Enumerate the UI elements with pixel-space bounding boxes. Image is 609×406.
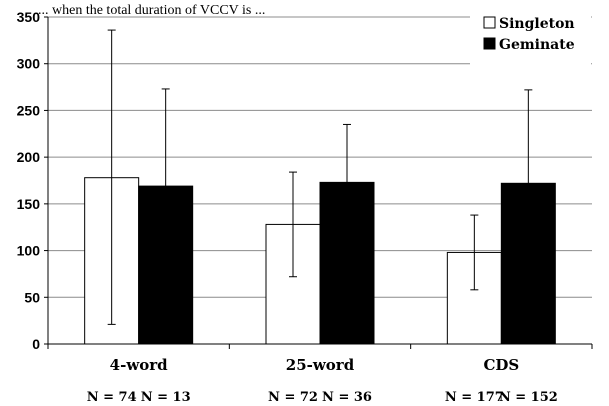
- n-label: N = 74: [87, 390, 137, 405]
- y-tick-label: 50: [24, 289, 40, 305]
- bars: [84, 177, 556, 345]
- n-label: N = 13: [141, 390, 191, 405]
- legend-swatch-singleton: [483, 16, 496, 29]
- y-tick-label: 100: [17, 243, 41, 259]
- n-label: N = 177: [445, 390, 504, 405]
- legend-label-singleton: Singleton: [499, 16, 575, 32]
- category-label: 4-word: [110, 356, 168, 374]
- caption-fragment: ... when the total duration of VCCV is .…: [38, 3, 265, 18]
- bar-geminate-4-word: [138, 185, 194, 345]
- category-label: CDS: [483, 356, 519, 374]
- labels: 0 50 100 150 200 250 300 350 N = 74 N = 13 4-word N…: [17, 9, 558, 405]
- category-label: 25-word: [286, 356, 355, 374]
- y-tick-label: 150: [17, 196, 41, 212]
- error-bars: [107, 29, 533, 325]
- bar-geminate-cds: [500, 182, 556, 345]
- legend-swatch-geminate: [483, 37, 496, 50]
- y-tick-label: 350: [17, 9, 41, 25]
- legend-label-geminate: Geminate: [499, 37, 575, 53]
- y-tick-label: 200: [17, 149, 41, 165]
- y-tick-label: 300: [17, 56, 41, 72]
- axes: [44, 16, 593, 349]
- n-label: N = 152: [499, 390, 558, 405]
- legend: Singleton Geminate: [470, 13, 591, 65]
- y-tick-label: 250: [17, 102, 41, 118]
- bar-geminate-25-word: [319, 181, 375, 345]
- n-label: N = 36: [322, 390, 372, 405]
- n-label: N = 72: [268, 390, 318, 405]
- y-tick-label: 0: [32, 336, 40, 352]
